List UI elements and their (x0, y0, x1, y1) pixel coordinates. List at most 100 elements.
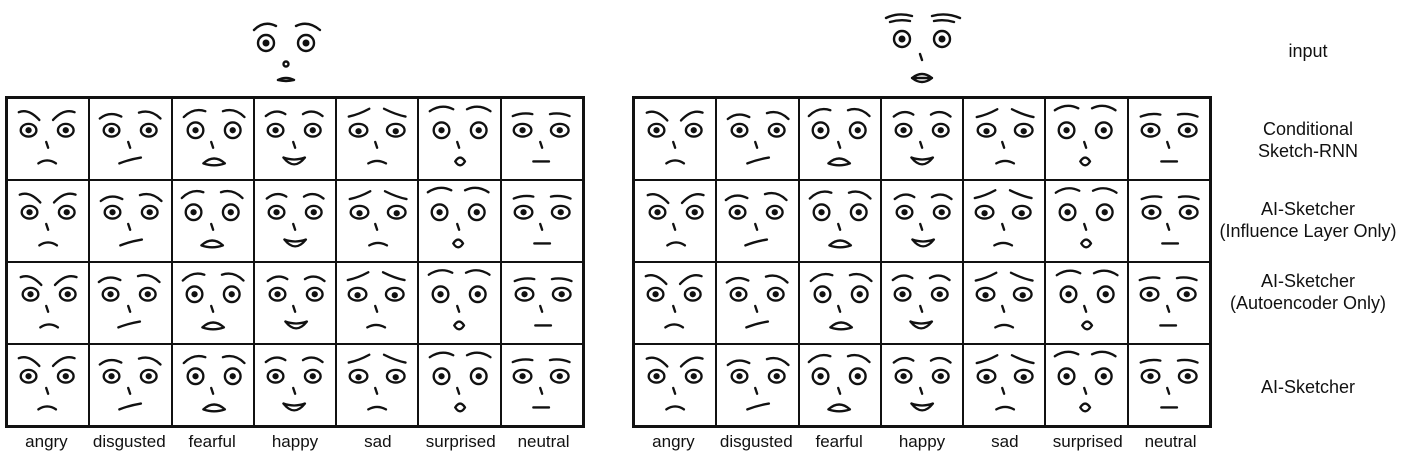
sketch-face (1139, 112, 1199, 163)
emotion-label-surprised: surprised (1052, 432, 1123, 451)
face-cell-neutral (500, 262, 583, 344)
sketch-face (645, 356, 704, 411)
face-cell-sad (963, 180, 1046, 262)
face-cell-sad (963, 262, 1046, 344)
right-face-grid (632, 96, 1212, 428)
left-emotion-labels: angry disgusted fearful happy sad surpri… (5, 432, 585, 452)
sketch-face (891, 274, 951, 330)
sketch-face (808, 190, 872, 249)
sketch-face (975, 354, 1035, 411)
face-cell-disgusted (716, 98, 799, 180)
face-cell-happy (253, 262, 337, 344)
face-cell-fearful (171, 262, 254, 344)
face-cell-neutral (1127, 180, 1210, 262)
face-cell-surprised (1045, 98, 1128, 180)
sketch-face (99, 192, 163, 247)
sketch-face (98, 110, 162, 165)
face-cell-neutral (500, 344, 583, 426)
emotion-label-neutral: neutral (517, 432, 570, 451)
face-cell-happy (253, 98, 337, 180)
face-cell-sad (963, 98, 1046, 180)
face-cell-angry (7, 262, 90, 344)
sketch-face (807, 107, 871, 167)
emotion-label-disgusted: disgusted (92, 432, 166, 451)
emotion-label-disgusted: disgusted (719, 432, 793, 451)
sketch-face (513, 277, 573, 327)
sketch-face (182, 108, 246, 167)
face-cell-fearful (171, 180, 254, 262)
face-cell-sad (963, 344, 1046, 426)
row-label-line-1: Conditional (1262, 119, 1354, 139)
sketch-face (429, 351, 493, 413)
sketch-face (97, 273, 161, 329)
sketch-face (182, 354, 246, 413)
emotion-label-sad: sad (364, 432, 392, 451)
left-face-grid (5, 96, 585, 428)
emotion-label-happy: happy (898, 432, 946, 451)
face-cell-angry (7, 180, 90, 262)
sketch-face (1138, 276, 1198, 327)
row-label-line-2: Sketch-RNN (1257, 141, 1359, 161)
sketch-face (346, 271, 406, 329)
face-cell-surprised (1045, 262, 1128, 344)
sketch-face (266, 275, 326, 330)
face-cell-surprised (418, 262, 501, 344)
sketch-face (973, 189, 1033, 247)
sketch-face (98, 356, 162, 411)
row-label-line-1: AI-Sketcher (1260, 199, 1356, 219)
face-cell-disgusted (89, 180, 172, 262)
face-cell-surprised (1045, 344, 1128, 426)
face-cell-happy (880, 344, 964, 426)
emotion-label-happy: happy (271, 432, 319, 451)
face-cell-fearful (798, 262, 881, 344)
sketch-face (726, 110, 790, 165)
sketch-face (17, 110, 76, 165)
face-cell-angry (634, 344, 717, 426)
emotion-label-fearful: fearful (815, 432, 863, 451)
sketch-face (645, 110, 704, 165)
sketch-face (511, 112, 571, 163)
emotion-label-angry: angry (25, 432, 68, 451)
face-cell-disgusted (716, 262, 799, 344)
sketch-face (265, 192, 325, 248)
sketch-face (180, 189, 244, 249)
emotion-label-sad: sad (991, 432, 1019, 451)
face-cell-happy (880, 262, 964, 344)
emotion-label-fearful: fearful (188, 432, 236, 451)
sketch-face (726, 356, 790, 411)
input-label: input (1288, 41, 1328, 61)
face-cell-angry (634, 98, 717, 180)
face-cell-happy (880, 180, 964, 262)
face-cell-fearful (171, 98, 254, 180)
sketch-face (17, 356, 76, 411)
face-cell-disgusted (89, 262, 172, 344)
sketch-face (974, 271, 1034, 329)
face-cell-happy (253, 180, 337, 262)
face-cell-fearful (798, 180, 881, 262)
row-label-line-1: AI-Sketcher (1260, 377, 1356, 397)
sketch-face (181, 272, 245, 331)
face-cell-disgusted (89, 98, 172, 180)
sketch-face (429, 105, 493, 167)
sketch-face (809, 272, 873, 331)
face-cell-sad (336, 98, 419, 180)
face-cell-surprised (1045, 180, 1128, 262)
face-cell-fearful (798, 344, 881, 426)
sketch-face (1140, 195, 1200, 245)
row-label-line-1: AI-Sketcher (1260, 271, 1356, 291)
sketch-face (1055, 187, 1119, 249)
sketch-face (264, 356, 324, 412)
face-cell-sad (336, 344, 419, 426)
sketch-face (1054, 350, 1118, 413)
sketch-face (512, 194, 572, 245)
row-label-line-2: (Influence Layer Only) (1219, 221, 1397, 241)
sketch-face (19, 275, 78, 329)
face-cell-fearful (798, 98, 881, 180)
sketch-face (347, 353, 407, 411)
sketch-face (511, 358, 571, 409)
sketch-face (892, 356, 952, 412)
face-cell-surprised (418, 98, 501, 180)
face-cell-fearful (171, 344, 254, 426)
sketch-face (1139, 358, 1199, 409)
face-cell-happy (253, 344, 337, 426)
